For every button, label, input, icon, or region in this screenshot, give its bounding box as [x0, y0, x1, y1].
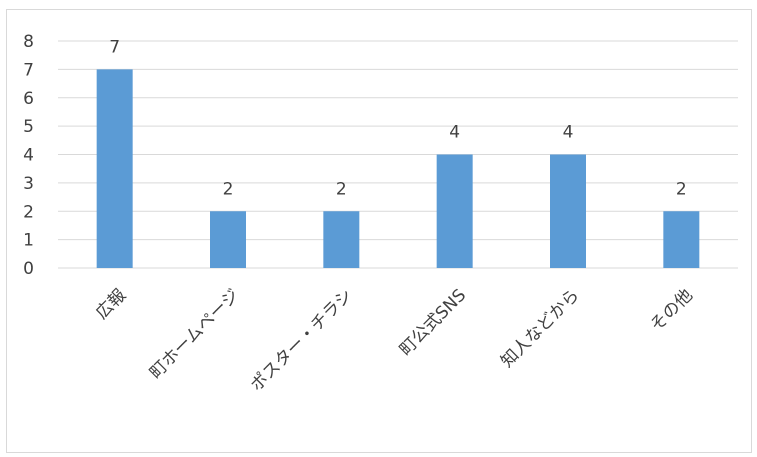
y-tick-label: 4 [23, 146, 34, 166]
bar [550, 154, 586, 268]
x-tick-label: 町公式SNS [396, 285, 470, 359]
x-tick-label: 町ホームページ [146, 285, 244, 383]
y-tick-label: 0 [23, 259, 34, 279]
x-tick-label: 知人などから [497, 285, 583, 371]
data-label: 7 [109, 37, 120, 57]
y-tick-label: 8 [23, 32, 34, 52]
y-tick-label: 6 [23, 89, 34, 109]
bar [663, 211, 700, 268]
bar [436, 154, 473, 268]
x-tick-label: ポスター・チラシ [247, 285, 357, 395]
bar [96, 69, 133, 268]
data-label: 4 [563, 123, 574, 143]
y-tick-label: 1 [23, 231, 34, 251]
data-label: 2 [223, 179, 234, 199]
y-tick-label: 3 [23, 174, 34, 194]
x-tick-label: その他 [647, 285, 697, 335]
data-label: 2 [676, 179, 687, 199]
bar [323, 211, 360, 268]
y-tick-label: 2 [23, 202, 34, 222]
data-label: 2 [336, 179, 347, 199]
data-label: 4 [449, 123, 460, 143]
x-tick-label: 広報 [92, 285, 130, 323]
bar [210, 211, 246, 268]
y-tick-label: 7 [23, 60, 34, 80]
y-tick-label: 5 [23, 117, 34, 137]
